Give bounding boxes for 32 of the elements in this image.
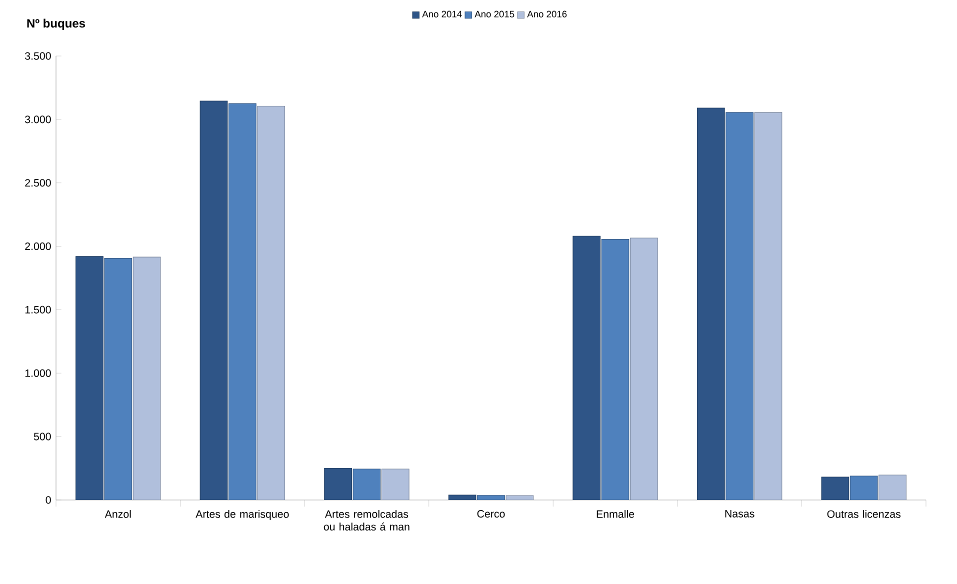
x-tick-label: Artes de marisqueo: [196, 510, 289, 520]
bar: [132, 256, 161, 500]
y-tick-label: 2.500: [25, 179, 51, 187]
bar: [381, 468, 410, 500]
x-tick-label: Anzol: [104, 510, 131, 518]
bar: [850, 476, 878, 500]
y-tick-label: 1.000: [25, 369, 51, 377]
y-tick-label: 3.500: [25, 52, 51, 60]
bar: [352, 468, 381, 500]
x-tick-label: Cerco: [477, 510, 505, 518]
x-tick-label: Enmalle: [596, 510, 634, 518]
y-tick-label: 3.000: [25, 116, 51, 124]
y-tick-label: 500: [34, 432, 51, 440]
y-tick-label: 0: [46, 496, 51, 504]
bar: [228, 103, 256, 500]
legend-label: Ano 2016: [527, 10, 567, 18]
bar: [726, 112, 754, 500]
y-axis-title: Nº buques: [27, 18, 86, 30]
y-tick-label: 1.500: [25, 306, 51, 314]
x-tick-label: Nasas: [725, 510, 754, 518]
legend-label: Ano 2015: [474, 10, 514, 18]
bar: [104, 258, 132, 500]
bar: [257, 106, 286, 500]
legend-label: Ano 2014: [422, 10, 462, 18]
y-tick-label: 2.000: [25, 242, 51, 250]
bar: [601, 239, 630, 500]
bar: [506, 495, 534, 500]
bar: [754, 112, 782, 500]
bar: [630, 238, 658, 500]
x-tick-label: Outras licenzas: [827, 510, 901, 518]
bar: [878, 474, 906, 500]
x-tick-label: Artes remolcadas ou haladas á man: [324, 510, 410, 531]
